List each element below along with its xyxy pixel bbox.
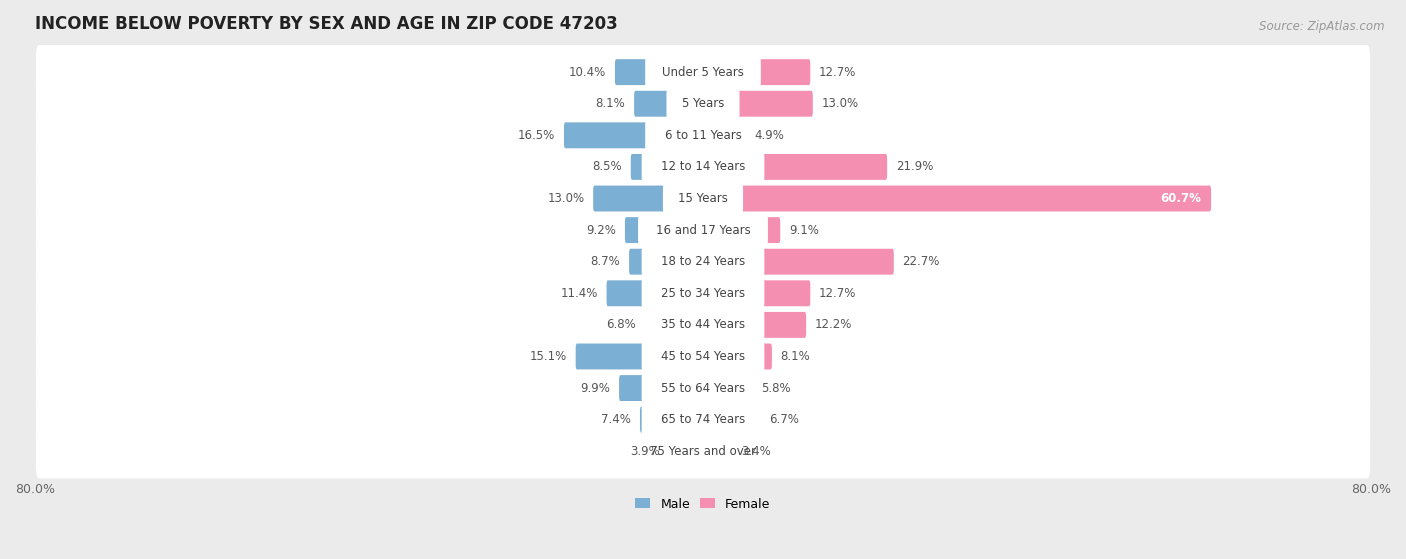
- Text: 5 Years: 5 Years: [682, 97, 724, 110]
- Text: 9.1%: 9.1%: [789, 224, 818, 236]
- Text: Source: ZipAtlas.com: Source: ZipAtlas.com: [1260, 20, 1385, 32]
- FancyBboxPatch shape: [662, 184, 744, 214]
- FancyBboxPatch shape: [35, 45, 1371, 100]
- FancyBboxPatch shape: [702, 438, 733, 464]
- FancyBboxPatch shape: [638, 215, 768, 245]
- Text: 22.7%: 22.7%: [903, 255, 941, 268]
- Text: 6.7%: 6.7%: [769, 413, 799, 426]
- FancyBboxPatch shape: [624, 217, 704, 243]
- Text: 15.1%: 15.1%: [530, 350, 567, 363]
- Text: 18 to 24 Years: 18 to 24 Years: [661, 255, 745, 268]
- Text: 6.8%: 6.8%: [606, 319, 636, 331]
- Text: 8.1%: 8.1%: [780, 350, 810, 363]
- FancyBboxPatch shape: [702, 407, 761, 433]
- FancyBboxPatch shape: [702, 154, 887, 180]
- FancyBboxPatch shape: [614, 59, 704, 85]
- Text: 4.9%: 4.9%: [754, 129, 783, 142]
- FancyBboxPatch shape: [35, 298, 1371, 352]
- Text: 25 to 34 Years: 25 to 34 Years: [661, 287, 745, 300]
- Text: 7.4%: 7.4%: [602, 413, 631, 426]
- FancyBboxPatch shape: [702, 122, 745, 148]
- FancyBboxPatch shape: [702, 281, 810, 306]
- Text: 5.8%: 5.8%: [762, 382, 792, 395]
- Text: 8.7%: 8.7%: [591, 255, 620, 268]
- Text: 45 to 54 Years: 45 to 54 Years: [661, 350, 745, 363]
- FancyBboxPatch shape: [641, 373, 765, 403]
- FancyBboxPatch shape: [35, 77, 1371, 131]
- FancyBboxPatch shape: [35, 140, 1371, 194]
- FancyBboxPatch shape: [631, 154, 704, 180]
- FancyBboxPatch shape: [619, 375, 704, 401]
- FancyBboxPatch shape: [640, 407, 704, 433]
- Text: Under 5 Years: Under 5 Years: [662, 65, 744, 79]
- Text: 35 to 44 Years: 35 to 44 Years: [661, 319, 745, 331]
- FancyBboxPatch shape: [666, 89, 740, 119]
- FancyBboxPatch shape: [35, 266, 1371, 320]
- Text: 9.2%: 9.2%: [586, 224, 616, 236]
- FancyBboxPatch shape: [606, 281, 704, 306]
- FancyBboxPatch shape: [702, 344, 772, 369]
- FancyBboxPatch shape: [35, 108, 1371, 163]
- Text: 9.9%: 9.9%: [581, 382, 610, 395]
- Text: 15 Years: 15 Years: [678, 192, 728, 205]
- FancyBboxPatch shape: [35, 172, 1371, 226]
- FancyBboxPatch shape: [641, 405, 765, 434]
- FancyBboxPatch shape: [35, 392, 1371, 447]
- Text: 21.9%: 21.9%: [896, 160, 934, 173]
- FancyBboxPatch shape: [631, 437, 775, 466]
- FancyBboxPatch shape: [702, 375, 752, 401]
- FancyBboxPatch shape: [645, 121, 761, 150]
- Text: 13.0%: 13.0%: [821, 97, 859, 110]
- FancyBboxPatch shape: [641, 152, 765, 182]
- FancyBboxPatch shape: [35, 361, 1371, 415]
- Text: 13.0%: 13.0%: [547, 192, 585, 205]
- Text: 12.2%: 12.2%: [815, 319, 852, 331]
- Text: 8.5%: 8.5%: [592, 160, 621, 173]
- FancyBboxPatch shape: [641, 247, 765, 277]
- FancyBboxPatch shape: [35, 203, 1371, 257]
- FancyBboxPatch shape: [641, 310, 765, 340]
- Text: 8.1%: 8.1%: [596, 97, 626, 110]
- Text: 75 Years and over: 75 Years and over: [650, 445, 756, 458]
- FancyBboxPatch shape: [669, 438, 704, 464]
- FancyBboxPatch shape: [641, 342, 765, 371]
- Text: 12.7%: 12.7%: [820, 287, 856, 300]
- FancyBboxPatch shape: [702, 91, 813, 117]
- Text: 10.4%: 10.4%: [569, 65, 606, 79]
- FancyBboxPatch shape: [634, 91, 704, 117]
- FancyBboxPatch shape: [575, 344, 704, 369]
- FancyBboxPatch shape: [641, 278, 765, 308]
- FancyBboxPatch shape: [702, 312, 806, 338]
- FancyBboxPatch shape: [702, 186, 1211, 211]
- FancyBboxPatch shape: [645, 312, 704, 338]
- FancyBboxPatch shape: [702, 59, 810, 85]
- Text: 11.4%: 11.4%: [561, 287, 598, 300]
- FancyBboxPatch shape: [593, 186, 704, 211]
- FancyBboxPatch shape: [35, 424, 1371, 479]
- Text: INCOME BELOW POVERTY BY SEX AND AGE IN ZIP CODE 47203: INCOME BELOW POVERTY BY SEX AND AGE IN Z…: [35, 15, 617, 33]
- Text: 65 to 74 Years: 65 to 74 Years: [661, 413, 745, 426]
- Text: 55 to 64 Years: 55 to 64 Years: [661, 382, 745, 395]
- FancyBboxPatch shape: [702, 217, 780, 243]
- FancyBboxPatch shape: [35, 235, 1371, 289]
- Text: 3.9%: 3.9%: [631, 445, 661, 458]
- Text: 16.5%: 16.5%: [517, 129, 555, 142]
- FancyBboxPatch shape: [702, 249, 894, 274]
- FancyBboxPatch shape: [564, 122, 704, 148]
- FancyBboxPatch shape: [645, 57, 761, 87]
- Text: 12.7%: 12.7%: [820, 65, 856, 79]
- Text: 6 to 11 Years: 6 to 11 Years: [665, 129, 741, 142]
- Text: 60.7%: 60.7%: [1160, 192, 1202, 205]
- Text: 12 to 14 Years: 12 to 14 Years: [661, 160, 745, 173]
- FancyBboxPatch shape: [628, 249, 704, 274]
- FancyBboxPatch shape: [35, 329, 1371, 383]
- Text: 3.4%: 3.4%: [741, 445, 770, 458]
- Text: 16 and 17 Years: 16 and 17 Years: [655, 224, 751, 236]
- Legend: Male, Female: Male, Female: [630, 492, 776, 515]
